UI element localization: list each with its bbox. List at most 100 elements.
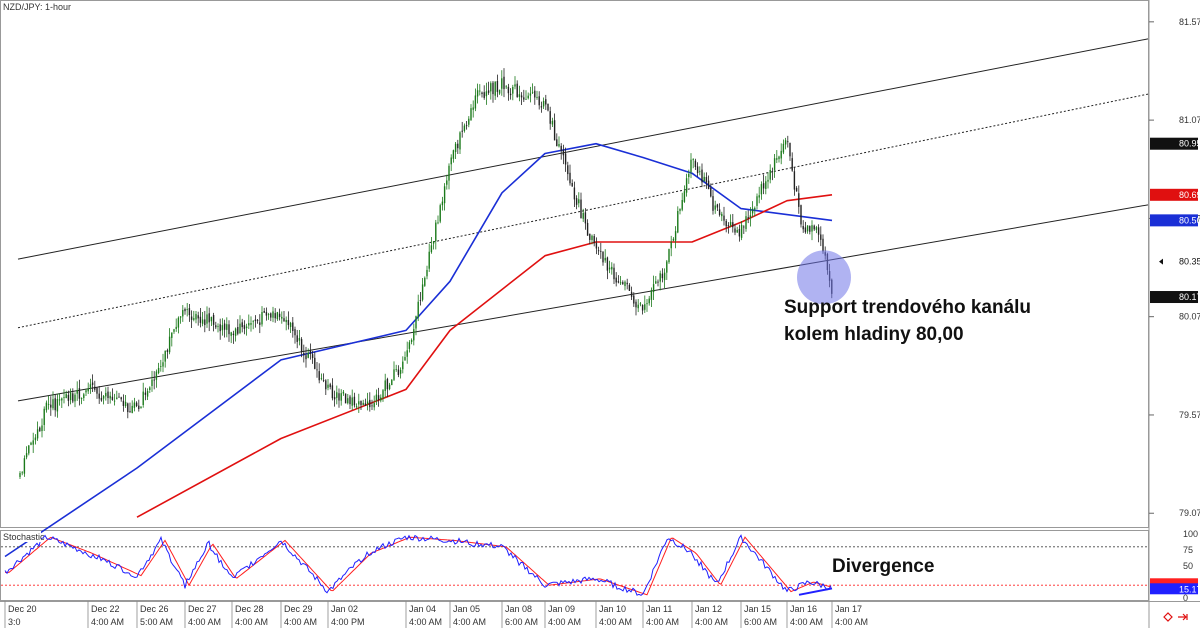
candle-body <box>707 180 710 190</box>
candle-body <box>281 316 283 319</box>
candle-body <box>450 157 452 165</box>
candle-body <box>408 342 411 349</box>
candle-body <box>135 402 138 406</box>
time-hour-label: 4:00 AM <box>646 617 679 627</box>
candle-body <box>263 311 265 313</box>
candle-body <box>756 196 758 206</box>
candle-body <box>813 225 815 230</box>
candle-body <box>520 95 523 98</box>
candle-body <box>540 106 543 108</box>
time-hour-label: 4:00 AM <box>548 617 581 627</box>
candle-body <box>556 139 558 147</box>
candle-body <box>817 227 820 235</box>
sma100-line <box>4 142 833 558</box>
candle-body <box>560 145 562 151</box>
candle-body <box>690 159 692 173</box>
candle-body <box>388 384 391 390</box>
candle-body <box>331 385 334 399</box>
candle-body <box>296 335 298 342</box>
channel-upper-line <box>17 38 1149 260</box>
candle-body <box>641 304 644 311</box>
time-date-label: Dec 20 <box>8 604 37 614</box>
candle-body <box>591 235 593 241</box>
candle-body <box>760 184 763 195</box>
time-hour-label: 6:00 AM <box>744 617 777 627</box>
candle-body <box>274 313 276 319</box>
candle-body <box>716 204 719 208</box>
candle-body <box>177 317 180 328</box>
candle-body <box>371 405 373 407</box>
time-date-label: Jan 09 <box>548 604 575 614</box>
candle-body <box>384 380 386 392</box>
candle-body <box>362 402 364 406</box>
candle-body <box>769 169 771 180</box>
candle-body <box>593 236 595 244</box>
candle-body <box>659 273 661 282</box>
candle-body <box>558 143 560 147</box>
candle-body <box>666 261 668 273</box>
candle-body <box>127 403 129 413</box>
candle-body <box>617 281 620 283</box>
stochastic-oscillator <box>1 534 1148 596</box>
candle-body <box>461 130 463 132</box>
price-badge-label: 80.35 <box>1179 257 1200 267</box>
candle-body <box>87 388 89 392</box>
price-pointer-icon <box>1159 258 1163 265</box>
candle-body <box>736 229 738 233</box>
candle-body <box>149 387 151 391</box>
price-tick-label: 79.57 <box>1179 410 1200 420</box>
candle-body <box>551 120 554 125</box>
candle-body <box>637 304 639 309</box>
stoch-tick-label: 0 <box>1183 593 1188 603</box>
candle-body <box>318 371 320 381</box>
candle-body <box>432 241 435 244</box>
candle-body <box>531 91 534 93</box>
price-badge-label: 80.56 <box>1179 215 1200 225</box>
candle-body <box>393 369 395 380</box>
candle-body <box>410 339 413 342</box>
candle-body <box>36 429 39 439</box>
title-bg <box>1 1 63 13</box>
time-date-label: Jan 11 <box>646 604 672 614</box>
candle-body <box>193 318 195 320</box>
candle-body <box>311 354 314 358</box>
candle-body <box>69 392 72 401</box>
candle-body <box>452 150 455 159</box>
candle-body <box>309 350 312 354</box>
candle-body <box>19 473 21 477</box>
time-date-label: Jan 02 <box>331 604 358 614</box>
candle-body <box>490 83 492 92</box>
candle-body <box>751 208 754 214</box>
candle-body <box>575 198 578 205</box>
candle-body <box>380 397 382 401</box>
candle-body <box>650 290 653 300</box>
candle-body <box>171 332 173 338</box>
indicator-label: Stochastic <box>3 532 45 542</box>
candle-body <box>514 84 516 87</box>
candle-body <box>578 199 580 204</box>
candle-body <box>237 327 239 334</box>
candle-body <box>41 425 43 432</box>
candle-body <box>300 339 303 353</box>
scroll-end-icon[interactable] <box>1163 612 1188 622</box>
candle-body <box>375 394 378 402</box>
candle-body <box>567 165 569 175</box>
candle-body <box>182 309 184 317</box>
candle-body <box>512 86 514 94</box>
time-hour-label: 4:00 AM <box>409 617 442 627</box>
candle-body <box>547 103 549 111</box>
candle-body <box>743 226 745 228</box>
candle-body <box>283 318 285 322</box>
candle-body <box>721 213 723 217</box>
candle-body <box>459 132 461 150</box>
time-axis: Dec 20 3:0 Dec 22 4:00 AM Dec 26 5:00 AM Dec 2… <box>4 601 868 628</box>
candle-body <box>789 142 791 157</box>
candle-body <box>655 281 657 284</box>
candle-body <box>252 320 254 322</box>
candle-body <box>256 320 259 321</box>
candle-body <box>292 322 294 332</box>
candle-body <box>166 350 169 352</box>
time-date-label: Jan 04 <box>409 604 436 614</box>
candle-body <box>624 281 626 287</box>
candle-body <box>65 394 67 399</box>
